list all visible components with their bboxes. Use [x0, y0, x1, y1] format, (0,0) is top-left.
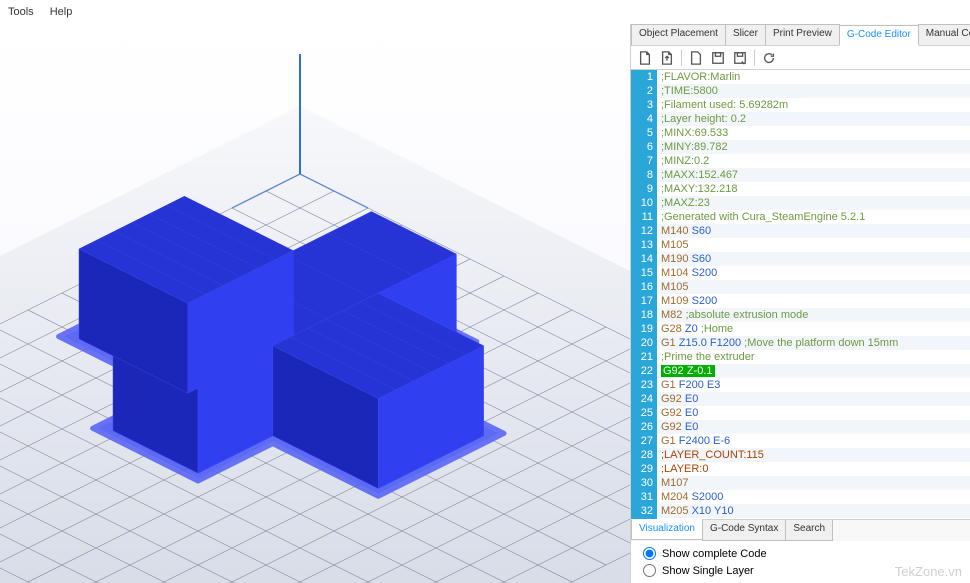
code-line[interactable]: 8;MAXX:152.467	[631, 168, 970, 182]
code-line[interactable]: 6;MINY:89.782	[631, 140, 970, 154]
code-line[interactable]: 19G28 Z0 ;Home	[631, 322, 970, 336]
3d-viewport[interactable]	[0, 24, 630, 583]
save-as-icon[interactable]	[732, 50, 748, 66]
tab-g-code-editor[interactable]: G-Code Editor	[839, 25, 919, 46]
menu-tools[interactable]: Tools	[8, 6, 34, 18]
top-tab-bar: Object PlacementSlicerPrint PreviewG-Cod…	[631, 24, 970, 46]
code-line[interactable]: 9;MAXY:132.218	[631, 182, 970, 196]
tab-print-preview[interactable]: Print Preview	[765, 24, 840, 45]
code-line[interactable]: 14M190 S60	[631, 252, 970, 266]
menu-help[interactable]: Help	[50, 6, 73, 18]
code-line[interactable]: 20G1 Z15.0 F1200 ;Move the platform down…	[631, 336, 970, 350]
editor-toolbar	[631, 46, 970, 70]
menu-bar: Tools Help	[0, 0, 970, 24]
opt-complete-label: Show complete Code	[662, 548, 767, 560]
code-line[interactable]: 2;TIME:5800	[631, 84, 970, 98]
code-line[interactable]: 18M82 ;absolute extrusion mode	[631, 308, 970, 322]
code-line[interactable]: 7;MINZ:0.2	[631, 154, 970, 168]
code-line[interactable]: 11;Generated with Cura_SteamEngine 5.2.1	[631, 210, 970, 224]
bottom-tab-search[interactable]: Search	[785, 520, 833, 541]
code-line[interactable]: 24G92 E0	[631, 392, 970, 406]
bottom-tab-bar: VisualizationG-Code SyntaxSearch	[631, 519, 970, 541]
open-file-icon[interactable]	[659, 50, 675, 66]
code-line[interactable]: 12M140 S60	[631, 224, 970, 238]
code-line[interactable]: 28;LAYER_COUNT:115	[631, 448, 970, 462]
reload-icon[interactable]	[761, 50, 777, 66]
code-line[interactable]: 21;Prime the extruder	[631, 350, 970, 364]
code-line[interactable]: 3;Filament used: 5.69282m	[631, 98, 970, 112]
gcode-editor[interactable]: 1;FLAVOR:Marlin2;TIME:58003;Filament use…	[631, 70, 970, 519]
bottom-tab-g-code-syntax[interactable]: G-Code Syntax	[702, 520, 786, 541]
code-line[interactable]: 5;MINX:69.533	[631, 126, 970, 140]
code-line[interactable]: 17M109 S200	[631, 294, 970, 308]
tab-manual-control[interactable]: Manual Control	[918, 24, 970, 45]
opt-show-complete[interactable]: Show complete Code	[643, 547, 958, 560]
code-line[interactable]: 31M204 S2000	[631, 490, 970, 504]
radio-complete[interactable]	[643, 547, 656, 560]
code-line[interactable]: 29;LAYER:0	[631, 462, 970, 476]
code-line[interactable]: 32M205 X10 Y10	[631, 504, 970, 518]
code-line[interactable]: 25G92 E0	[631, 406, 970, 420]
new-doc-icon[interactable]	[688, 50, 704, 66]
code-line[interactable]: 27G1 F2400 E-6	[631, 434, 970, 448]
workspace: Object PlacementSlicerPrint PreviewG-Cod…	[0, 24, 970, 583]
code-line[interactable]: 23G1 F200 E3	[631, 378, 970, 392]
code-line[interactable]: 22G92 Z-0.1	[631, 364, 970, 378]
radio-single[interactable]	[643, 564, 656, 577]
right-panel: Object PlacementSlicerPrint PreviewG-Cod…	[630, 24, 970, 583]
save-icon[interactable]	[710, 50, 726, 66]
code-line[interactable]: 26G92 E0	[631, 420, 970, 434]
code-line[interactable]: 1;FLAVOR:Marlin	[631, 70, 970, 84]
bottom-tab-visualization[interactable]: Visualization	[631, 519, 703, 540]
new-file-icon[interactable]	[637, 50, 653, 66]
code-line[interactable]: 13M105	[631, 238, 970, 252]
opt-single-label: Show Single Layer	[662, 565, 754, 577]
code-line[interactable]: 15M104 S200	[631, 266, 970, 280]
opt-show-single[interactable]: Show Single Layer	[643, 564, 958, 577]
code-line[interactable]: 4;Layer height: 0.2	[631, 112, 970, 126]
code-line[interactable]: 30M107	[631, 476, 970, 490]
tab-object-placement[interactable]: Object Placement	[631, 24, 726, 45]
code-line[interactable]: 10;MAXZ:23	[631, 196, 970, 210]
visualization-options: Show complete Code Show Single Layer	[631, 541, 970, 583]
tab-slicer[interactable]: Slicer	[725, 24, 766, 45]
code-line[interactable]: 16M105	[631, 280, 970, 294]
